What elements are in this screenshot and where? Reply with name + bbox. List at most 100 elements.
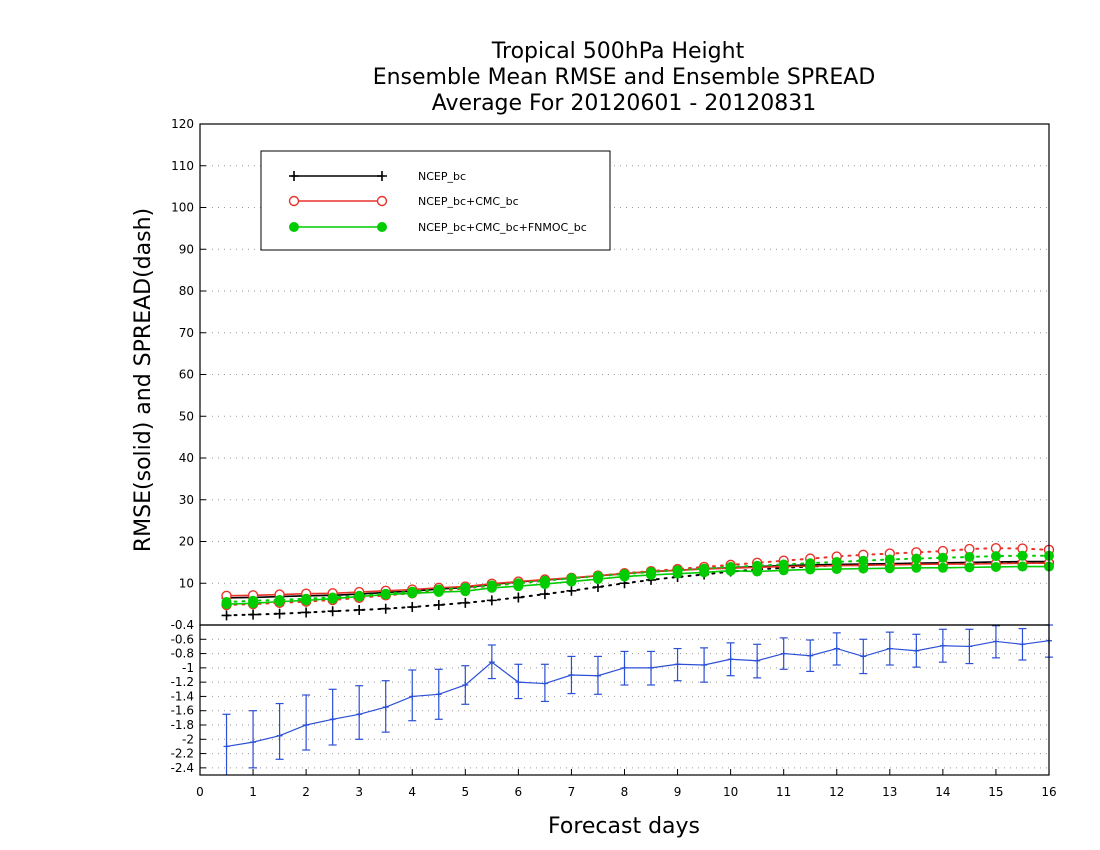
difference-point [488, 659, 495, 666]
difference-point [568, 672, 575, 678]
spread-point-ncep-bc-cmc-bc-fnmoc-bc [937, 552, 948, 563]
x-tick-label: 0 [196, 785, 204, 799]
y-tick-label: 70 [179, 326, 194, 340]
difference-point [780, 650, 787, 657]
y-tick-label: 20 [179, 535, 194, 549]
x-tick-label: 14 [935, 785, 950, 799]
rmse-point-ncep-bc-cmc-bc-fnmoc-bc [752, 566, 763, 577]
y-tick-label: 30 [179, 493, 194, 507]
y-tick-label: 60 [179, 368, 194, 382]
x-tick-label: 15 [988, 785, 1003, 799]
bottom-panel-series [222, 624, 1053, 775]
difference-point [1019, 641, 1026, 648]
legend-label-ncep-bc: NCEP_bc [418, 170, 466, 183]
difference-point [409, 693, 416, 700]
difference-point [541, 680, 548, 687]
x-tick-label: 5 [461, 785, 469, 799]
spread-point-ncep-bc [327, 606, 338, 617]
rmse-point-ncep-bc-cmc-bc-fnmoc-bc [221, 599, 232, 610]
rmse-point-ncep-bc-cmc-bc-fnmoc-bc [407, 588, 418, 599]
difference-point [594, 672, 601, 679]
legend-marker [289, 171, 299, 181]
x-tick-label: 8 [621, 785, 629, 799]
x-axis-title: Forecast days [548, 814, 700, 839]
difference-point [515, 679, 522, 686]
rmse-point-ncep-bc-cmc-bc-fnmoc-bc [619, 571, 630, 582]
x-axis-ticks: 0 1 2 3 4 5 6 7 8 9 10 11 12 13 14 15 16 [196, 769, 1057, 799]
x-tick-label: 12 [829, 785, 844, 799]
y-tick-label: 40 [179, 451, 194, 465]
spread-point-ncep-bc-cmc-bc-fnmoc-bc [911, 553, 922, 564]
y-tick-label: 10 [179, 576, 194, 590]
spread-point-ncep-bc-cmc-bc-fnmoc-bc [990, 551, 1001, 562]
difference-point [992, 638, 999, 645]
difference-point [356, 711, 363, 718]
rmse-point-ncep-bc-cmc-bc-fnmoc-bc [354, 591, 365, 602]
x-tick-label: 1 [249, 785, 257, 799]
difference-point [648, 664, 655, 671]
rmse-point-ncep-bc-cmc-bc-fnmoc-bc [831, 564, 842, 575]
legend-label-ncep-cmc: NCEP_bc+CMC_bc [418, 195, 519, 208]
rmse-point-ncep-bc-cmc-bc-fnmoc-bc [937, 562, 948, 573]
spread-point-ncep-bc [566, 585, 577, 596]
spread-line-ncep-bc-cmc-bc [225, 547, 1050, 606]
difference-point [382, 704, 389, 711]
rmse-point-ncep-bc-cmc-bc-fnmoc-bc [699, 567, 710, 578]
spread-point-ncep-bc [407, 602, 418, 613]
legend-marker [377, 171, 387, 181]
y-tick-label: 90 [179, 242, 194, 256]
x-tick-label: 6 [515, 785, 523, 799]
y-tick-label: -0.6 [171, 632, 194, 646]
bottom-panel-gridlines [200, 624, 1049, 769]
rmse-point-ncep-bc-cmc-bc-fnmoc-bc [725, 565, 736, 576]
rmse-point-ncep-bc-cmc-bc-fnmoc-bc [460, 586, 471, 597]
y-tick-label: -1.4 [171, 689, 194, 703]
legend: NCEP_bc NCEP_bc+CMC_bc NCEP_bc+CMC_bc+FN… [260, 150, 611, 251]
legend-marker [289, 222, 299, 232]
y-tick-label: -2.4 [171, 761, 194, 775]
legend-label-ncep-cmc-fnmoc: NCEP_bc+CMC_bc+FNMOC_bc [418, 221, 587, 234]
difference-point [913, 647, 920, 654]
difference-point [621, 664, 628, 671]
x-tick-label: 10 [723, 785, 738, 799]
y-tick-label: 80 [179, 284, 194, 298]
rmse-point-ncep-bc-cmc-bc-fnmoc-bc [274, 596, 285, 607]
y-tick-label: -2.2 [171, 747, 194, 761]
difference-point [223, 743, 230, 750]
x-tick-label: 3 [355, 785, 363, 799]
difference-point [303, 722, 310, 728]
y-tick-label: -1.8 [171, 718, 194, 732]
difference-point [250, 739, 257, 746]
spread-point-ncep-bc [486, 595, 497, 606]
difference-point [701, 662, 708, 668]
difference-line [226, 640, 1050, 748]
rmse-point-ncep-bc-cmc-bc-fnmoc-bc [380, 589, 391, 600]
spread-point-ncep-bc-cmc-bc-fnmoc-bc [1017, 550, 1028, 561]
difference-point [886, 645, 893, 652]
spread-point-ncep-bc-cmc-bc-fnmoc-bc [884, 554, 895, 565]
x-tick-label: 16 [1041, 785, 1056, 799]
difference-point [939, 642, 946, 649]
spread-point-ncep-bc [301, 607, 312, 618]
y-tick-label: 50 [179, 409, 194, 423]
x-tick-label: 13 [882, 785, 897, 799]
x-tick-label: 7 [568, 785, 576, 799]
spread-point-ncep-bc-cmc-bc-fnmoc-bc [964, 551, 975, 562]
difference-point [966, 643, 973, 650]
rmse-point-ncep-bc-cmc-bc-fnmoc-bc [566, 576, 577, 587]
legend-marker [376, 195, 388, 207]
x-tick-label: 4 [408, 785, 416, 799]
title-line-3: Average For 20120601 - 20120831 [432, 91, 817, 116]
difference-point [462, 682, 469, 688]
y-tick-label: 100 [171, 201, 194, 215]
difference-point [727, 656, 734, 663]
legend-marker [288, 195, 300, 207]
rmse-point-ncep-bc-cmc-bc-fnmoc-bc [327, 593, 338, 604]
rmse-point-ncep-bc-cmc-bc-fnmoc-bc [990, 561, 1001, 572]
y-tick-label: 110 [171, 159, 194, 173]
rmse-point-ncep-bc-cmc-bc-fnmoc-bc [884, 563, 895, 574]
spread-point-ncep-bc [513, 592, 524, 603]
rmse-point-ncep-bc-cmc-bc-fnmoc-bc [778, 565, 789, 576]
spread-point-ncep-bc [354, 604, 365, 615]
